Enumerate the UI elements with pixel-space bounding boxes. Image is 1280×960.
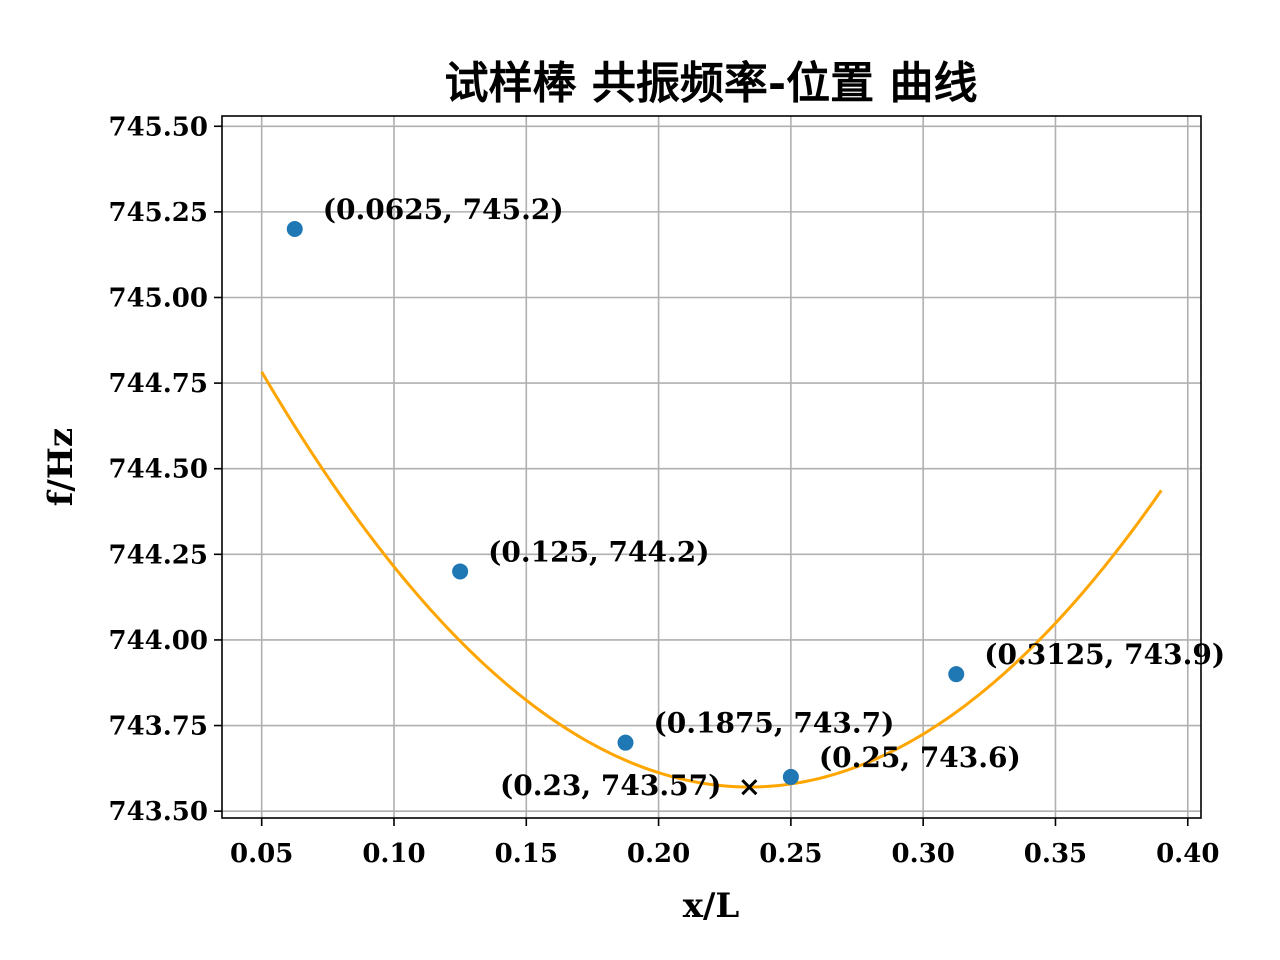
y-tick-label: 743.50 bbox=[108, 797, 208, 827]
y-tick-label: 744.00 bbox=[108, 626, 208, 656]
x-tick-label: 0.30 bbox=[892, 839, 955, 869]
data-point-label: (0.3125, 743.9) bbox=[984, 638, 1225, 671]
data-point bbox=[452, 563, 469, 580]
data-point-label: (0.0625, 745.2) bbox=[323, 193, 564, 226]
minimum-label: (0.23, 743.57) bbox=[500, 769, 721, 802]
y-tick-label: 744.25 bbox=[108, 540, 208, 570]
y-tick-label: 745.25 bbox=[108, 198, 208, 228]
data-point bbox=[286, 221, 303, 238]
x-tick-label: 0.35 bbox=[1024, 839, 1087, 869]
data-point bbox=[948, 666, 965, 683]
ticks-layer: 0.05 0.10 0.15 0.20 0.25 0.30 0.35 0.40 743.50 74… bbox=[108, 112, 1219, 869]
x-tick-label: 0.05 bbox=[230, 839, 293, 869]
data-point bbox=[782, 768, 799, 785]
data-point-label: (0.125, 744.2) bbox=[488, 535, 709, 568]
points-layer: (0.0625, 745.2) (0.125, 744.2) (0.1875, 74… bbox=[286, 193, 1225, 802]
x-tick-label: 0.10 bbox=[362, 839, 425, 869]
y-tick-label: 743.75 bbox=[108, 712, 208, 742]
x-tick-label: 0.15 bbox=[495, 839, 558, 869]
x-tick-label: 0.25 bbox=[759, 839, 822, 869]
minimum-marker bbox=[741, 779, 758, 796]
data-point-label: (0.1875, 743.7) bbox=[654, 707, 895, 740]
data-point-label: (0.25, 743.6) bbox=[819, 741, 1021, 774]
data-point bbox=[617, 734, 634, 751]
plot-frame bbox=[221, 115, 1202, 819]
x-tick-label: 0.20 bbox=[627, 839, 690, 869]
chart-title: 试样棒 共振频率-位置 曲线 bbox=[445, 58, 978, 109]
y-tick-label: 745.50 bbox=[108, 112, 208, 142]
x-axis-label: x/L bbox=[683, 886, 740, 926]
y-axis-label: f/Hz bbox=[41, 428, 81, 506]
y-tick-label: 744.50 bbox=[108, 455, 208, 485]
y-tick-label: 745.00 bbox=[108, 283, 208, 313]
x-tick-label: 0.40 bbox=[1156, 839, 1219, 869]
fit-curve bbox=[260, 371, 1163, 789]
y-tick-label: 744.75 bbox=[108, 369, 208, 399]
